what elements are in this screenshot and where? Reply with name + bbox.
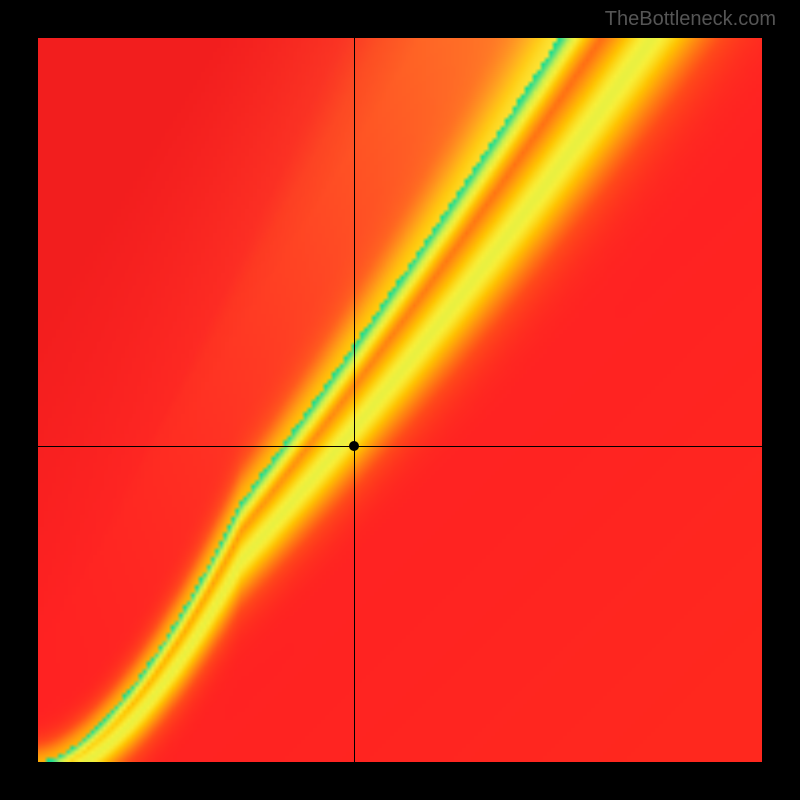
crosshair-vertical (354, 38, 355, 762)
crosshair-horizontal (38, 446, 762, 447)
reference-point-marker (349, 441, 359, 451)
watermark-text: TheBottleneck.com (605, 8, 776, 31)
plot-area (38, 38, 762, 762)
heatmap-canvas (38, 38, 762, 762)
